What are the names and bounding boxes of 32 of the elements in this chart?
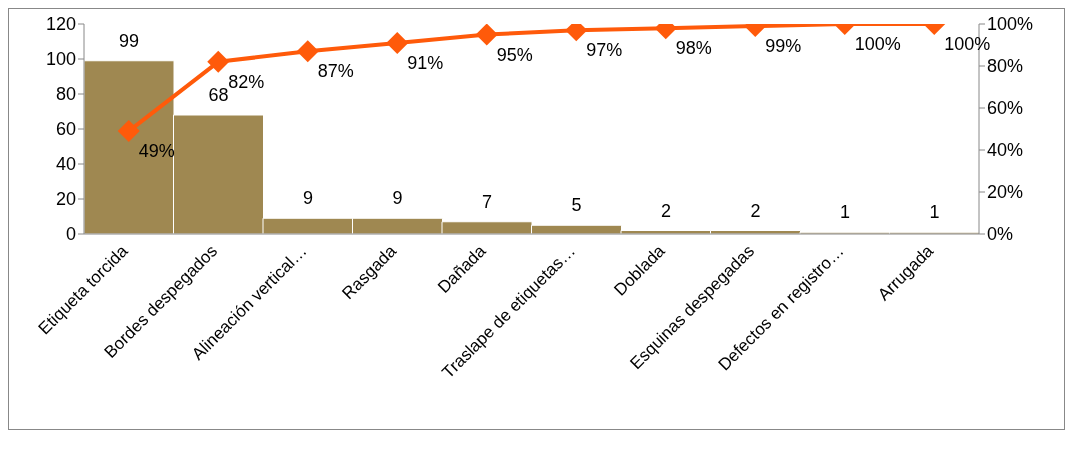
data-label: 82% (228, 71, 265, 92)
y-tick-label: 60 (55, 119, 76, 140)
data-label: 7 (481, 191, 493, 212)
y2-tick-label: 100% (987, 14, 1034, 35)
data-label: 1 (929, 202, 940, 223)
data-label: 2 (750, 200, 761, 221)
data-label: 87% (317, 61, 354, 82)
y2-tick-label: 60% (987, 98, 1024, 119)
data-label: 68 (208, 85, 229, 105)
y2-tick-label: 0% (987, 224, 1014, 245)
data-label: 1 (839, 202, 851, 223)
data-label: 2 (660, 200, 672, 221)
y-tick-label: 20 (55, 189, 76, 210)
y-tick-label: 100 (45, 49, 76, 70)
data-label: 95% (496, 44, 533, 65)
data-label: 91% (407, 52, 444, 73)
y-tick-label: 0 (65, 224, 76, 245)
data-label: 9 (392, 188, 403, 209)
y2-tick-label: 80% (987, 56, 1024, 77)
y2-tick-label: 40% (987, 140, 1024, 161)
data-label: 98% (675, 38, 712, 59)
y-tick-label: 120 (45, 14, 76, 35)
data-label: 97% (586, 40, 623, 61)
data-label: 99 (118, 30, 140, 51)
y-tick-label: 40 (55, 154, 76, 175)
data-label: 100% (944, 34, 991, 54)
data-label: 100% (854, 34, 901, 54)
y2-tick-label: 20% (987, 182, 1024, 203)
y-tick-label: 80 (55, 84, 76, 105)
data-label: 9 (302, 188, 314, 209)
data-label: 99% (765, 36, 802, 57)
data-label: 5 (571, 195, 582, 216)
